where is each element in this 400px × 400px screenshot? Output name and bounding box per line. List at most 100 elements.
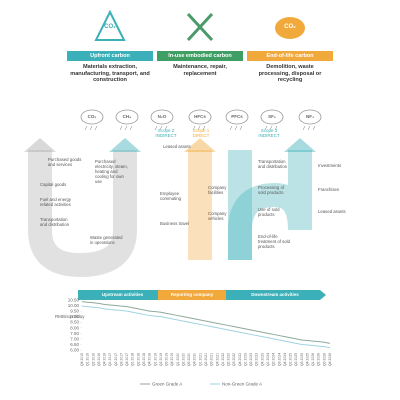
- activity-label: Use of sold products: [258, 207, 280, 217]
- x-tick-label: Q1 2018: [131, 353, 135, 366]
- rain: [154, 125, 168, 131]
- icon-triangle: [94, 9, 126, 41]
- activity-label: Employee commuting: [160, 191, 182, 201]
- x-tick-label: Q4 2018: [148, 353, 152, 366]
- x-tick-label: Q4 2022: [238, 353, 242, 366]
- y-axis-label: RMB/sq m/day: [55, 314, 85, 319]
- rain: [192, 125, 206, 131]
- x-tick-label: Q2 2024: [272, 353, 276, 366]
- activity-label: Fuel and energy related activities: [40, 197, 72, 207]
- gas-label: SF₆: [268, 114, 276, 119]
- scope-kind: INDIRECT: [155, 133, 177, 138]
- header-description: Maintenance, repair, replacement: [173, 64, 227, 77]
- header-title: In-use embodied carbon: [168, 53, 232, 59]
- header-title: Upfront carbon: [90, 53, 130, 59]
- scope-name: Scope 1: [192, 128, 210, 133]
- activity-label: Transportation and distribution: [258, 159, 288, 169]
- icon-label: CO₂: [284, 24, 296, 30]
- activity-label: Franchises: [318, 187, 340, 192]
- x-tick-label: Q2 2020: [181, 353, 185, 366]
- flow-bar-company: [158, 290, 226, 300]
- y-tick-label: 10.00: [68, 303, 80, 308]
- header-bar: [157, 51, 243, 61]
- x-tick-label: Q1 2021: [198, 353, 202, 366]
- flow-label: Reporting company: [170, 292, 214, 297]
- x-tick-label: Q4 2024: [283, 353, 287, 366]
- header-description: Demolition, waste processing, disposal o…: [258, 64, 322, 84]
- gas-label: PFCs: [231, 114, 243, 119]
- x-tick-label: Q4 2023: [260, 353, 264, 366]
- gas-cloud: [225, 109, 249, 125]
- x-tick-label: Q2 2022: [227, 353, 231, 366]
- header-bar: [67, 51, 153, 61]
- gas-label: NF₃: [305, 114, 315, 119]
- activity-label: Transportation and distribution: [40, 217, 70, 227]
- x-tick-label: Q4 2021: [215, 353, 219, 366]
- y-tick-label: 7.00: [70, 336, 79, 341]
- activity-label: Company facilities: [208, 185, 227, 195]
- activity-label: Waste generated in operations: [90, 235, 123, 245]
- header-bar: [247, 51, 333, 61]
- legend-label: Green Grade A: [152, 382, 182, 387]
- x-tick-label: Q3 2019: [165, 353, 169, 366]
- x-tick-label: Q3 2026: [322, 353, 326, 366]
- gas-label: CO₂: [87, 114, 97, 119]
- x-tick-label: Q3 2018: [142, 353, 146, 366]
- gas-cloud: [150, 109, 174, 125]
- activity-label: Processing of sold products: [258, 185, 285, 195]
- x-tick-label: Q1 2016: [86, 353, 90, 366]
- gas-cloud: [298, 109, 322, 125]
- x-tick-label: Q4 2017: [125, 353, 129, 366]
- gas-cloud: [80, 109, 104, 125]
- header-title: End-of-life carbon: [266, 53, 314, 59]
- rain: [264, 125, 278, 131]
- y-tick-label: 7.50: [70, 331, 79, 336]
- scope-name: Scope 2: [157, 128, 175, 133]
- x-tick-label: Q3 2024: [277, 353, 281, 366]
- x-tick-label: Q1 2023: [243, 353, 247, 366]
- x-tick-label: Q3 2017: [119, 353, 123, 366]
- scope-name: Scope 3: [260, 128, 278, 133]
- x-tick-label: Q1 2017: [108, 353, 112, 366]
- x-tick-label: Q4 2026: [328, 353, 332, 366]
- x-tick-label: Q2 2026: [317, 353, 321, 366]
- x-tick-label: Q2 2023: [249, 353, 253, 366]
- y-tick-label: 6.50: [70, 342, 79, 347]
- rain: [84, 125, 98, 131]
- x-tick-label: Q2 2018: [136, 353, 140, 366]
- activity-label: Business travel: [160, 221, 190, 226]
- y-tick-label: 9.00: [70, 314, 79, 319]
- x-tick-label: Q1 2026: [311, 353, 315, 366]
- x-tick-label: Q2 2016: [91, 353, 95, 366]
- x-tick-label: Q3 2016: [97, 353, 101, 366]
- gas-label: HFCs: [194, 114, 206, 119]
- y-tick-label: 6.00: [70, 348, 79, 353]
- x-tick-label: Q2 2021: [204, 353, 208, 366]
- arrow-heads: [24, 138, 316, 152]
- legend-label: Non-Green Grade A: [222, 382, 262, 387]
- gas-cloud: [115, 109, 139, 125]
- flow-arrows: [28, 150, 312, 278]
- x-tick-label: Q2 2019: [159, 353, 163, 366]
- rain: [119, 125, 133, 131]
- y-tick-label: 10.50: [68, 298, 80, 303]
- icon-tools: [186, 12, 214, 42]
- activity-label: Company vehicles: [208, 211, 227, 221]
- x-tick-label: Q3 2020: [187, 353, 191, 366]
- y-tick-label: 8.50: [70, 320, 79, 325]
- x-tick-label: Q1 2022: [221, 353, 225, 366]
- x-tick-label: Q4 2016: [103, 353, 107, 366]
- rain: [302, 125, 316, 131]
- x-tick-label: Q2 2017: [114, 353, 118, 366]
- y-tick-label: 8.00: [70, 325, 79, 330]
- x-tick-label: Q4 2020: [193, 353, 197, 366]
- series-line: [81, 305, 331, 349]
- x-tick-label: Q2 2025: [294, 353, 298, 366]
- activity-label: Purchased electricity, steam, heating an…: [95, 159, 128, 184]
- x-tick-label: Q3 2022: [232, 353, 236, 366]
- flow-label: Downstream activities: [251, 292, 299, 297]
- activity-label: Purchased goods and services: [48, 157, 82, 167]
- gas-label: N₂O: [157, 114, 167, 119]
- x-tick-label: Q1 2025: [289, 353, 293, 366]
